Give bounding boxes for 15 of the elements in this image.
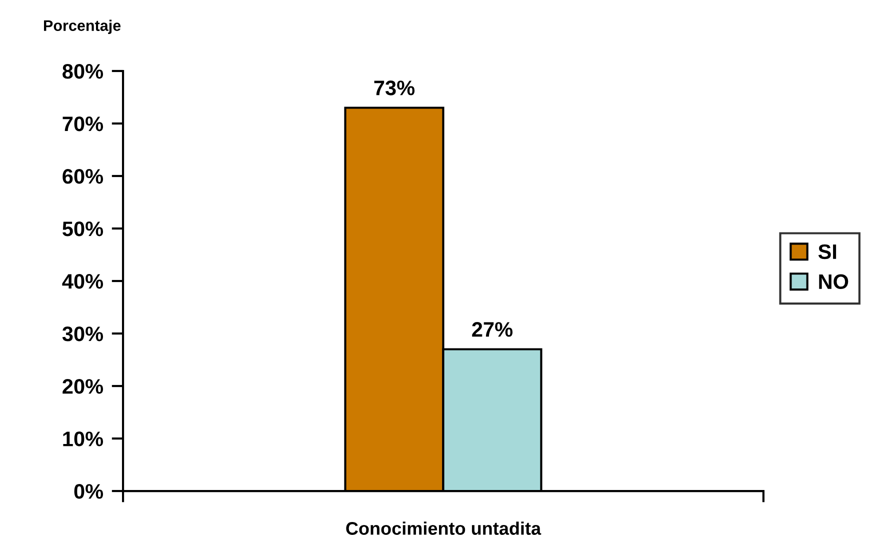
y-tick-label: 30%	[62, 326, 104, 342]
y-tick-label: 60%	[62, 169, 104, 184]
y-tick-label: 10%	[63, 432, 104, 446]
data-label: 27%	[472, 322, 513, 337]
y-axis-title: Porcentaje	[44, 20, 121, 34]
data-label: 73%	[374, 80, 415, 96]
y-tick-label: 80%	[62, 64, 104, 79]
y-tick-label: 40%	[62, 274, 104, 289]
legend-label: SI	[818, 244, 836, 260]
legend-label: NO	[819, 274, 848, 290]
y-tick-label: 70%	[62, 116, 104, 132]
y-tick-label: 50%	[62, 222, 104, 236]
x-tick-label: Conocimiento untadita	[346, 522, 542, 535]
y-tick-label: 20%	[62, 379, 104, 394]
y-tick-label: 0%	[74, 484, 104, 499]
